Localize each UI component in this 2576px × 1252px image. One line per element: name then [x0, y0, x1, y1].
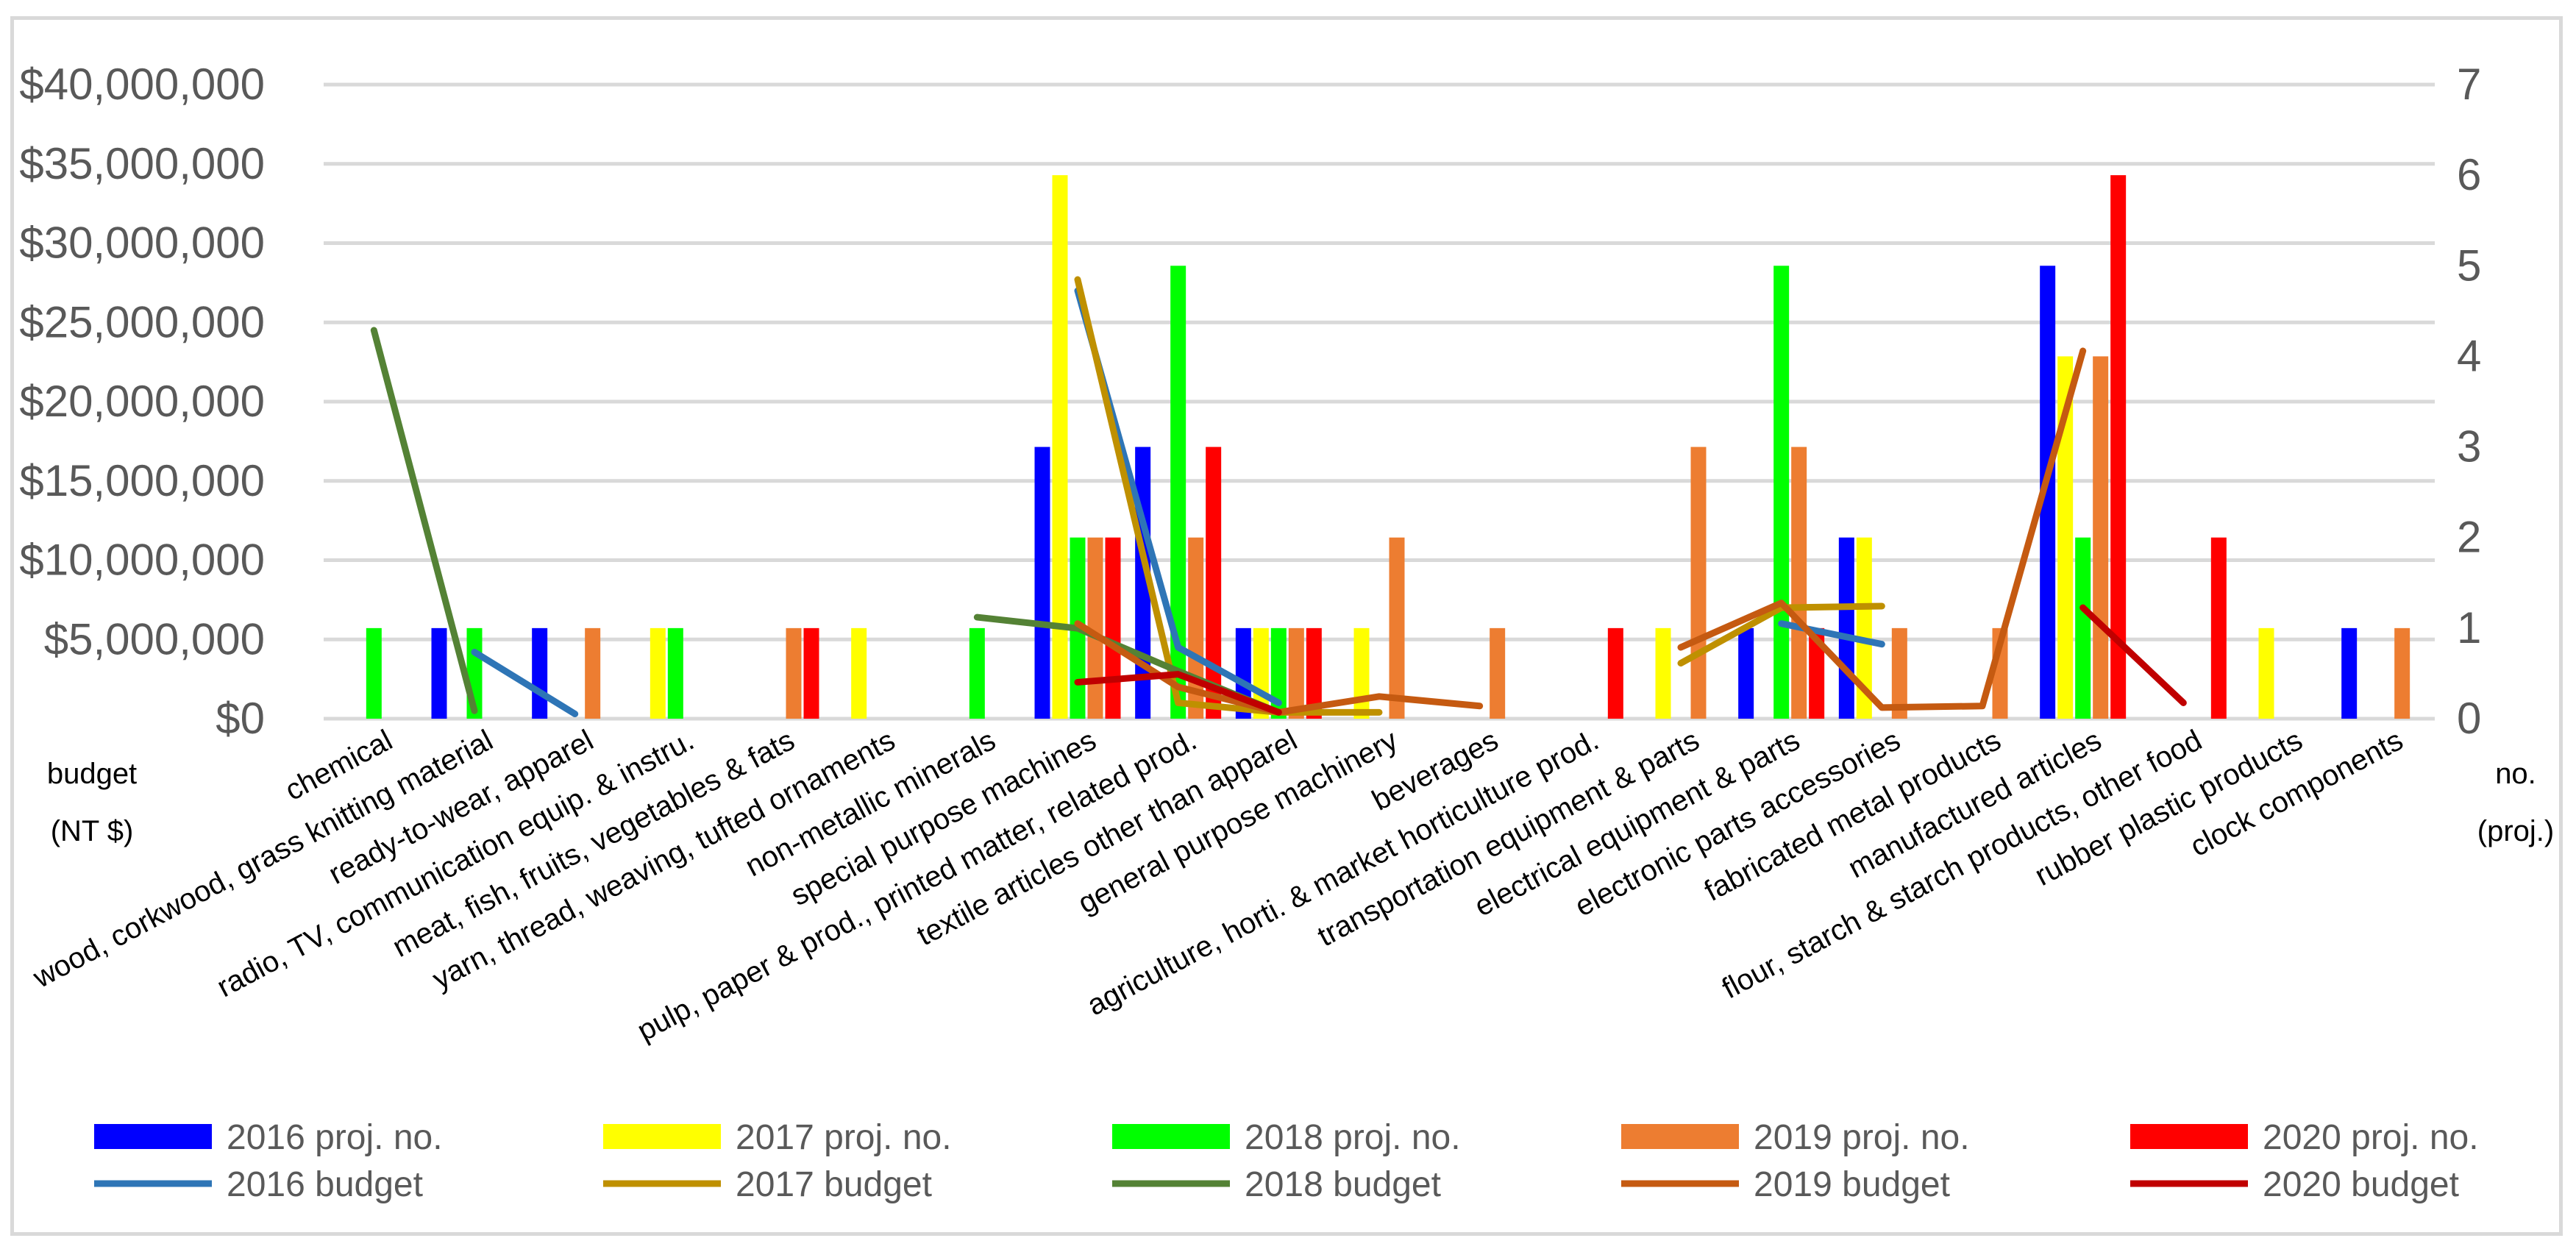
bar	[585, 627, 601, 719]
bar	[1288, 627, 1304, 719]
bar	[1856, 537, 1872, 719]
bar	[1306, 627, 1322, 719]
bar	[431, 627, 447, 719]
right-tick-label: 4	[2457, 331, 2481, 380]
legend-swatch	[94, 1124, 212, 1149]
left-tick-label: $25,000,000	[19, 297, 265, 346]
legend-label: 2020 budget	[2263, 1165, 2459, 1204]
right-tick-label: 7	[2457, 60, 2481, 109]
series-line	[471, 648, 579, 718]
bar	[1087, 537, 1103, 719]
right-tick-label: 2	[2457, 513, 2481, 562]
bar	[2210, 537, 2227, 719]
bar	[1105, 537, 1121, 719]
bar	[803, 627, 819, 719]
left-tick-label: $0	[216, 694, 265, 743]
series-line	[2079, 604, 2187, 706]
bar	[1389, 537, 1405, 719]
chart-frame	[10, 16, 2563, 1236]
bar	[2040, 266, 2056, 719]
bar	[1791, 447, 1807, 719]
series-line	[370, 327, 478, 714]
left-tick-label: $35,000,000	[19, 139, 265, 188]
bar	[532, 627, 548, 719]
bar	[2093, 356, 2109, 719]
bar	[1353, 627, 1370, 719]
legend-label: 2018 budget	[1245, 1165, 1441, 1204]
left-tick-label: $20,000,000	[19, 377, 265, 426]
right-tick-label: 0	[2457, 694, 2481, 743]
left-tick-label: $30,000,000	[19, 218, 265, 268]
legend-swatch	[1621, 1124, 1739, 1149]
bar	[851, 627, 867, 719]
right-tick-label: 1	[2457, 603, 2481, 652]
bar	[1052, 175, 1068, 719]
legend-swatch	[2130, 1124, 2248, 1149]
right-axis-title: (proj.)	[2477, 815, 2554, 847]
legend-label: 2017 proj. no.	[736, 1118, 952, 1157]
bar	[1809, 627, 1825, 719]
right-tick-label: 5	[2457, 241, 2481, 290]
bar	[1034, 447, 1050, 719]
bar	[1655, 627, 1671, 719]
bar	[2394, 627, 2410, 719]
bar	[1206, 447, 1222, 719]
bar	[2110, 175, 2127, 719]
bar	[1270, 627, 1287, 719]
bar	[1490, 627, 1506, 719]
left-axis-title: (NT $)	[51, 815, 134, 847]
right-axis-title: no.	[2495, 758, 2536, 790]
bar	[1607, 627, 1623, 719]
bar	[1773, 266, 1790, 719]
right-tick-label: 6	[2457, 150, 2481, 199]
left-tick-label: $15,000,000	[19, 456, 265, 505]
right-tick-label: 3	[2457, 422, 2481, 472]
legend-label: 2016 proj. no.	[227, 1118, 443, 1157]
bar	[1738, 627, 1754, 719]
bar	[2258, 627, 2274, 719]
left-tick-label: $5,000,000	[44, 614, 265, 664]
bar	[366, 627, 382, 719]
left-tick-label: $10,000,000	[19, 536, 265, 585]
series-line	[1677, 347, 2087, 711]
legend-label: 2020 proj. no.	[2263, 1118, 2479, 1157]
bar	[969, 627, 985, 719]
legend-label: 2019 proj. no.	[1754, 1118, 1970, 1157]
legend-swatch	[603, 1124, 721, 1149]
legend-label: 2018 proj. no.	[1245, 1118, 1461, 1157]
bar	[1838, 537, 1854, 719]
bar	[2057, 356, 2074, 719]
bar	[1170, 266, 1186, 719]
bar	[2075, 537, 2091, 719]
bar	[1690, 447, 1707, 719]
series-line	[1074, 276, 1383, 716]
legend-label: 2019 budget	[1754, 1165, 1950, 1204]
legend-label: 2016 budget	[227, 1165, 423, 1204]
left-axis-title: budget	[47, 758, 137, 790]
legend-label: 2017 budget	[736, 1165, 932, 1204]
bar	[786, 627, 802, 719]
left-tick-label: $40,000,000	[19, 60, 265, 109]
series-line	[1778, 620, 1885, 648]
bar	[2341, 627, 2358, 719]
bar	[1891, 627, 1907, 719]
bar	[650, 627, 666, 719]
series-line	[1074, 671, 1282, 716]
bar	[667, 627, 683, 719]
legend-swatch	[1112, 1124, 1230, 1149]
